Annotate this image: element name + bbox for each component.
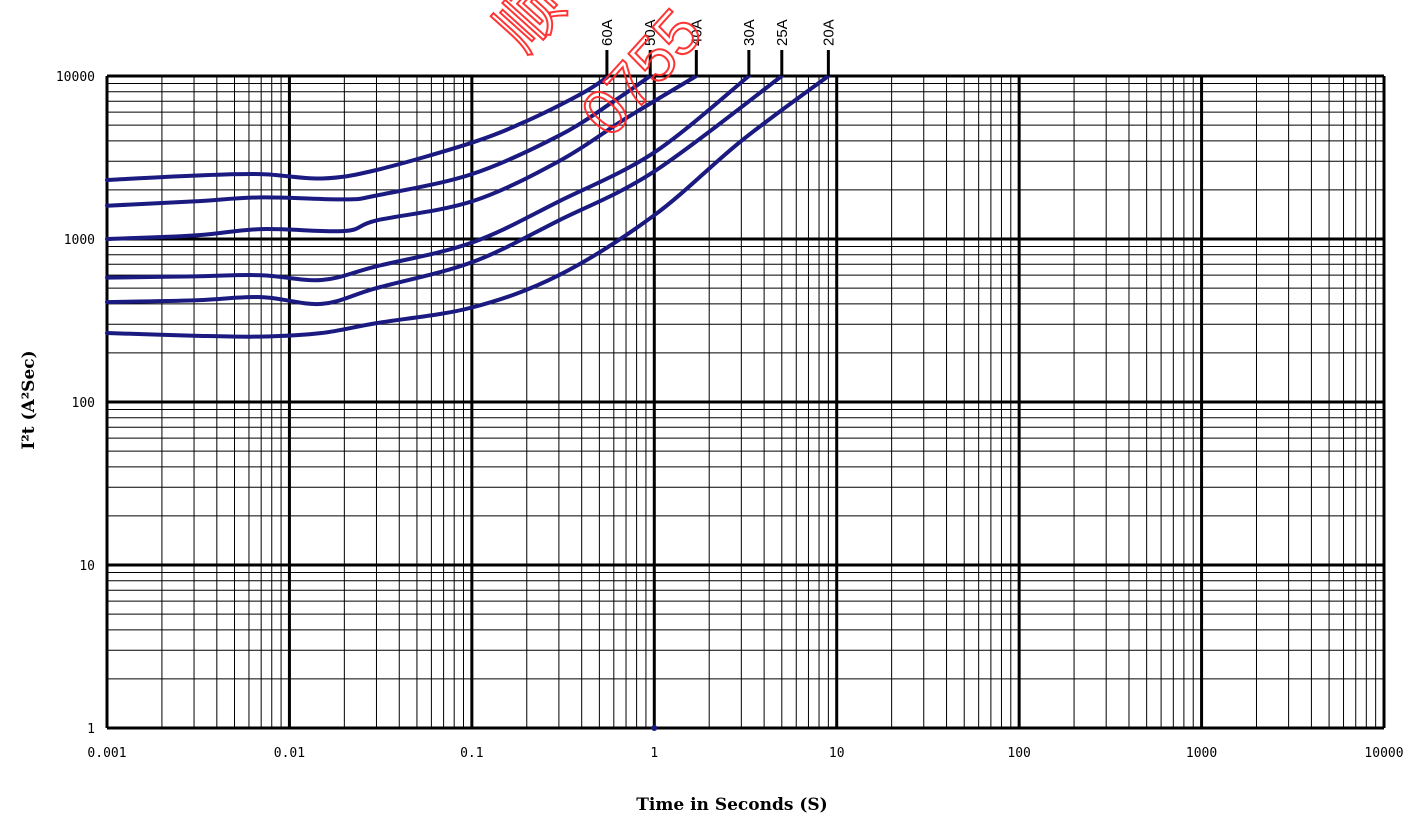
x-tick-label: 10 (829, 746, 845, 761)
major-grid (105, 74, 1386, 730)
y-tick-label: 1 (87, 722, 95, 737)
series-line-50a (105, 74, 653, 208)
series-markers: 60A 50A 40A 30A 25A 20A (599, 19, 837, 731)
y-tick-label: 10 (79, 559, 95, 574)
axis-point-marker (651, 725, 658, 731)
series-lines (105, 74, 831, 339)
x-tick-labels: 0.001 0.01 0.1 1 10 100 1000 10000 (87, 746, 1403, 761)
x-tick-label: 100 (1007, 746, 1030, 761)
series-label-20a: 20A (820, 19, 837, 46)
y-axis-title: I²t (A²Sec) (19, 350, 39, 449)
watermark-glyph: 顺 (482, 0, 578, 64)
y-tick-labels: 1 10 100 1000 10000 (56, 70, 95, 737)
x-tick-label: 1 (650, 746, 658, 761)
series-line-60a (105, 75, 609, 182)
x-tick-label: 0.001 (87, 746, 126, 761)
series-label-40a: 40A (688, 19, 705, 46)
series-label-30a: 30A (741, 19, 758, 46)
y-tick-label: 100 (72, 396, 95, 411)
y-tick-label: 10000 (56, 70, 95, 85)
series-label-25a: 25A (774, 19, 791, 46)
series-line-40a (105, 74, 699, 241)
x-tick-label: 0.01 (274, 746, 305, 761)
series-label-50a: 50A (642, 19, 659, 46)
x-tick-label: 0.1 (460, 746, 483, 761)
series-line-20a (105, 74, 831, 339)
series-line-25a (105, 74, 784, 307)
series-line-30a (105, 74, 751, 283)
series-label-60a: 60A (599, 19, 616, 46)
x-tick-label: 1000 (1186, 746, 1217, 761)
x-axis-title: Time in Seconds (S) (636, 795, 827, 815)
x-tick-label: 10000 (1364, 746, 1403, 761)
y-tick-label: 1000 (64, 233, 95, 248)
